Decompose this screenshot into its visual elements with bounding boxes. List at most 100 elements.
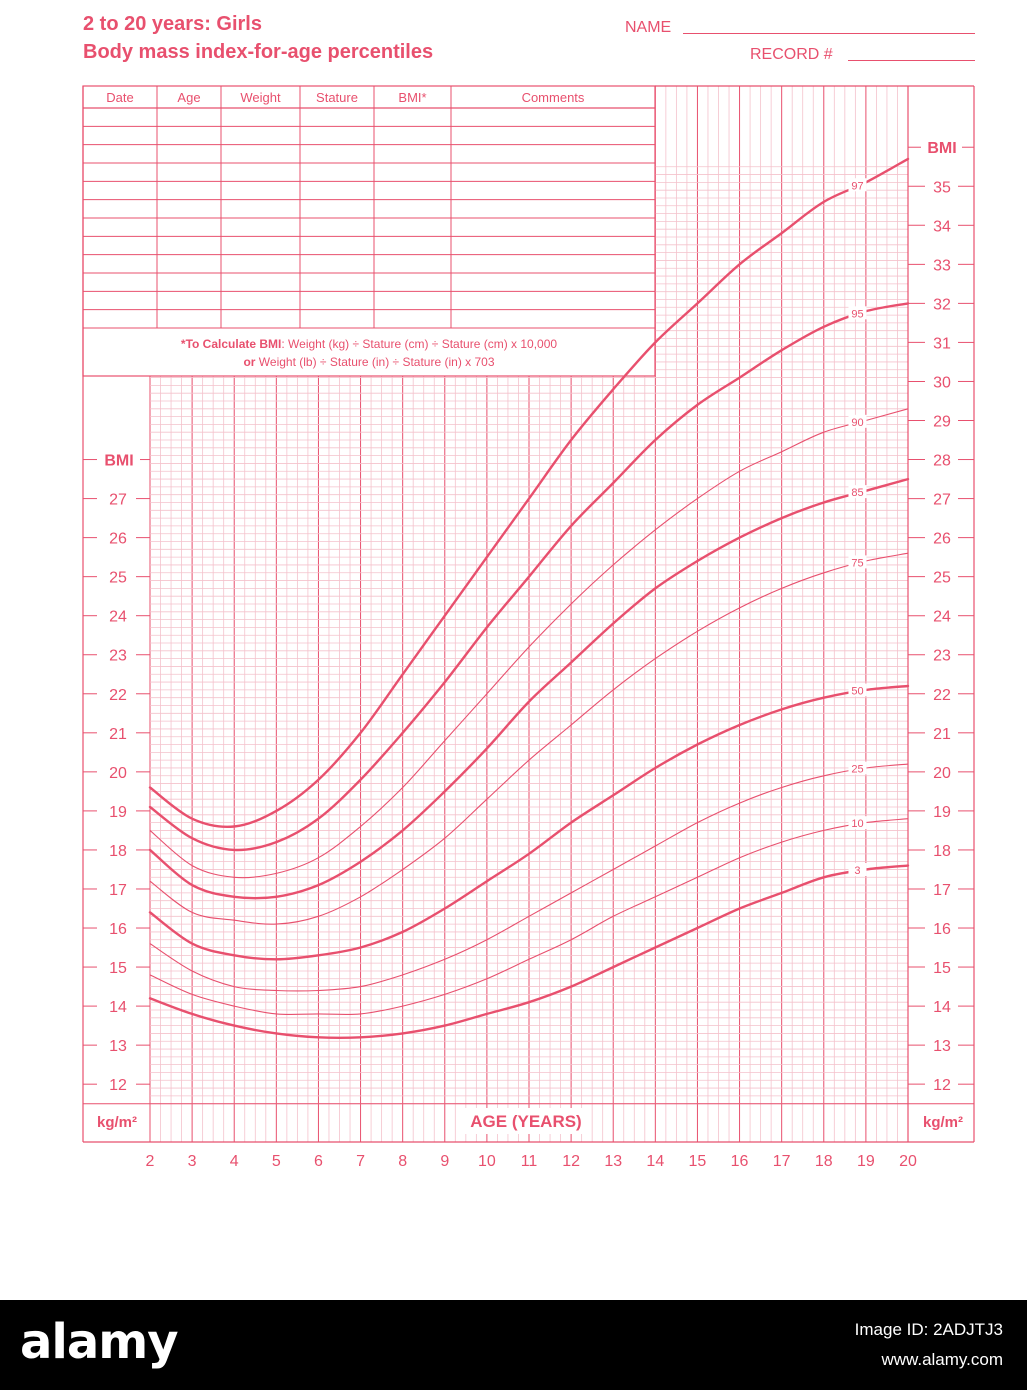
y-tick-left-15: 15 [109,960,127,977]
y-tick-right-14: 14 [933,999,951,1016]
y-axis-label-left: BMI [104,453,133,470]
x-tick-12: 12 [562,1153,580,1170]
y-tick-right-24: 24 [933,609,951,626]
y-tick-left-12: 12 [109,1077,127,1094]
x-axis-label: AGE (YEARS) [470,1112,581,1131]
y-tick-left-27: 27 [109,492,127,509]
x-tick-8: 8 [398,1153,407,1170]
y-tick-left-14: 14 [109,999,127,1016]
name-field-line[interactable] [683,33,975,34]
unit-label-left: kg/m² [97,1114,137,1131]
percentile-curves: 97 95 90 85 75 50 25 10 3 [148,157,910,1040]
y-tick-right-13: 13 [933,1038,951,1055]
y-tick-right-22: 22 [933,687,951,704]
record-table-frame [82,85,656,377]
percentile-label-50: 50 [851,685,863,697]
y-tick-right-31: 31 [933,335,951,352]
y-tick-right-29: 29 [933,414,951,431]
table-header-age: Age [177,90,200,105]
y-tick-right-28: 28 [933,453,951,470]
x-tick-13: 13 [604,1153,622,1170]
y-tick-right-12: 12 [933,1077,951,1094]
y-tick-left-24: 24 [109,609,127,626]
percentile-curve-90 [149,408,909,879]
percentile-curve-85 [148,477,910,900]
y-tick-left-19: 19 [109,804,127,821]
record-field-line[interactable] [848,60,975,61]
x-tick-4: 4 [230,1153,239,1170]
alamy-logo: alamy [20,1314,179,1370]
chart-labels: kg/m² kg/m² AGE (YEARS) [97,1108,963,1134]
y-tick-right-27: 27 [933,492,951,509]
x-tick-5: 5 [272,1153,281,1170]
x-tick-20: 20 [899,1153,917,1170]
bmi-formula-line2: or Weight (lb) ÷ Stature (in) ÷ Stature … [243,355,494,369]
chart-axes: 12131415161718192021222324252627BMI12131… [82,85,975,1170]
table-header-comments: Comments [522,90,585,105]
y-tick-right-15: 15 [933,960,951,977]
percentile-label-3: 3 [854,865,860,877]
y-tick-right-35: 35 [933,179,951,196]
chart-title-line2: Body mass index-for-age percentiles [83,41,434,63]
y-tick-right-26: 26 [933,531,951,548]
bmi-chart: Date Age Weight Stature BMI* Comments *To Calc… [82,85,975,1170]
y-tick-left-18: 18 [109,843,127,860]
x-tick-11: 11 [521,1153,538,1170]
x-tick-3: 3 [188,1153,197,1170]
percentile-label-97: 97 [851,180,863,192]
percentile-curve-3 [148,864,910,1040]
y-axis-label-right: BMI [927,140,956,157]
y-tick-right-16: 16 [933,921,951,938]
site-url-text: www.alamy.com [881,1350,1003,1369]
watermark-footer: alamy Image ID: 2ADJTJ3 www.alamy.com [0,1300,1027,1390]
y-tick-left-26: 26 [109,531,127,548]
y-tick-left-13: 13 [109,1038,127,1055]
x-tick-7: 7 [356,1153,365,1170]
percentile-curve-75 [149,552,909,925]
percentile-label-95: 95 [851,308,863,320]
percentile-label-90: 90 [851,417,863,429]
unit-label-right: kg/m² [923,1114,963,1131]
percentile-label-75: 75 [851,557,863,569]
table-header-bmi: BMI* [398,90,426,105]
y-tick-right-34: 34 [933,218,951,235]
y-tick-right-17: 17 [933,882,951,899]
bmi-formula-line1: *To Calculate BMI: Weight (kg) ÷ Stature… [181,337,557,351]
y-tick-left-20: 20 [109,765,127,782]
y-tick-left-16: 16 [109,921,127,938]
name-label: NAME [625,19,672,36]
y-tick-right-30: 30 [933,374,951,391]
y-tick-right-25: 25 [933,570,951,587]
chart-title-line1: 2 to 20 years: Girls [83,13,262,35]
x-tick-10: 10 [478,1153,496,1170]
x-tick-2: 2 [146,1153,155,1170]
y-tick-right-20: 20 [933,765,951,782]
x-tick-9: 9 [440,1153,449,1170]
y-tick-right-21: 21 [933,726,951,743]
percentile-label-85: 85 [851,487,863,499]
y-tick-left-23: 23 [109,648,127,665]
y-tick-left-22: 22 [109,687,127,704]
image-id-text: Image ID: 2ADJTJ3 [854,1320,1003,1339]
y-tick-left-17: 17 [109,882,127,899]
x-tick-17: 17 [773,1153,791,1170]
y-tick-right-19: 19 [933,804,951,821]
y-tick-right-18: 18 [933,843,951,860]
x-tick-18: 18 [815,1153,833,1170]
y-tick-left-21: 21 [109,726,127,743]
percentile-curve-95 [148,302,910,852]
x-tick-15: 15 [689,1153,707,1170]
percentile-curve-50 [148,684,910,961]
table-header-date: Date [106,90,133,105]
x-tick-16: 16 [731,1153,749,1170]
y-tick-right-23: 23 [933,648,951,665]
y-tick-right-33: 33 [933,257,951,274]
percentile-label-25: 25 [851,764,863,776]
percentile-curve-97 [148,157,910,829]
percentile-curve-25 [149,763,909,992]
x-tick-6: 6 [314,1153,323,1170]
table-header-weight: Weight [240,90,281,105]
x-tick-14: 14 [646,1153,664,1170]
table-header-stature: Stature [316,90,358,105]
percentile-label-10: 10 [851,818,863,830]
